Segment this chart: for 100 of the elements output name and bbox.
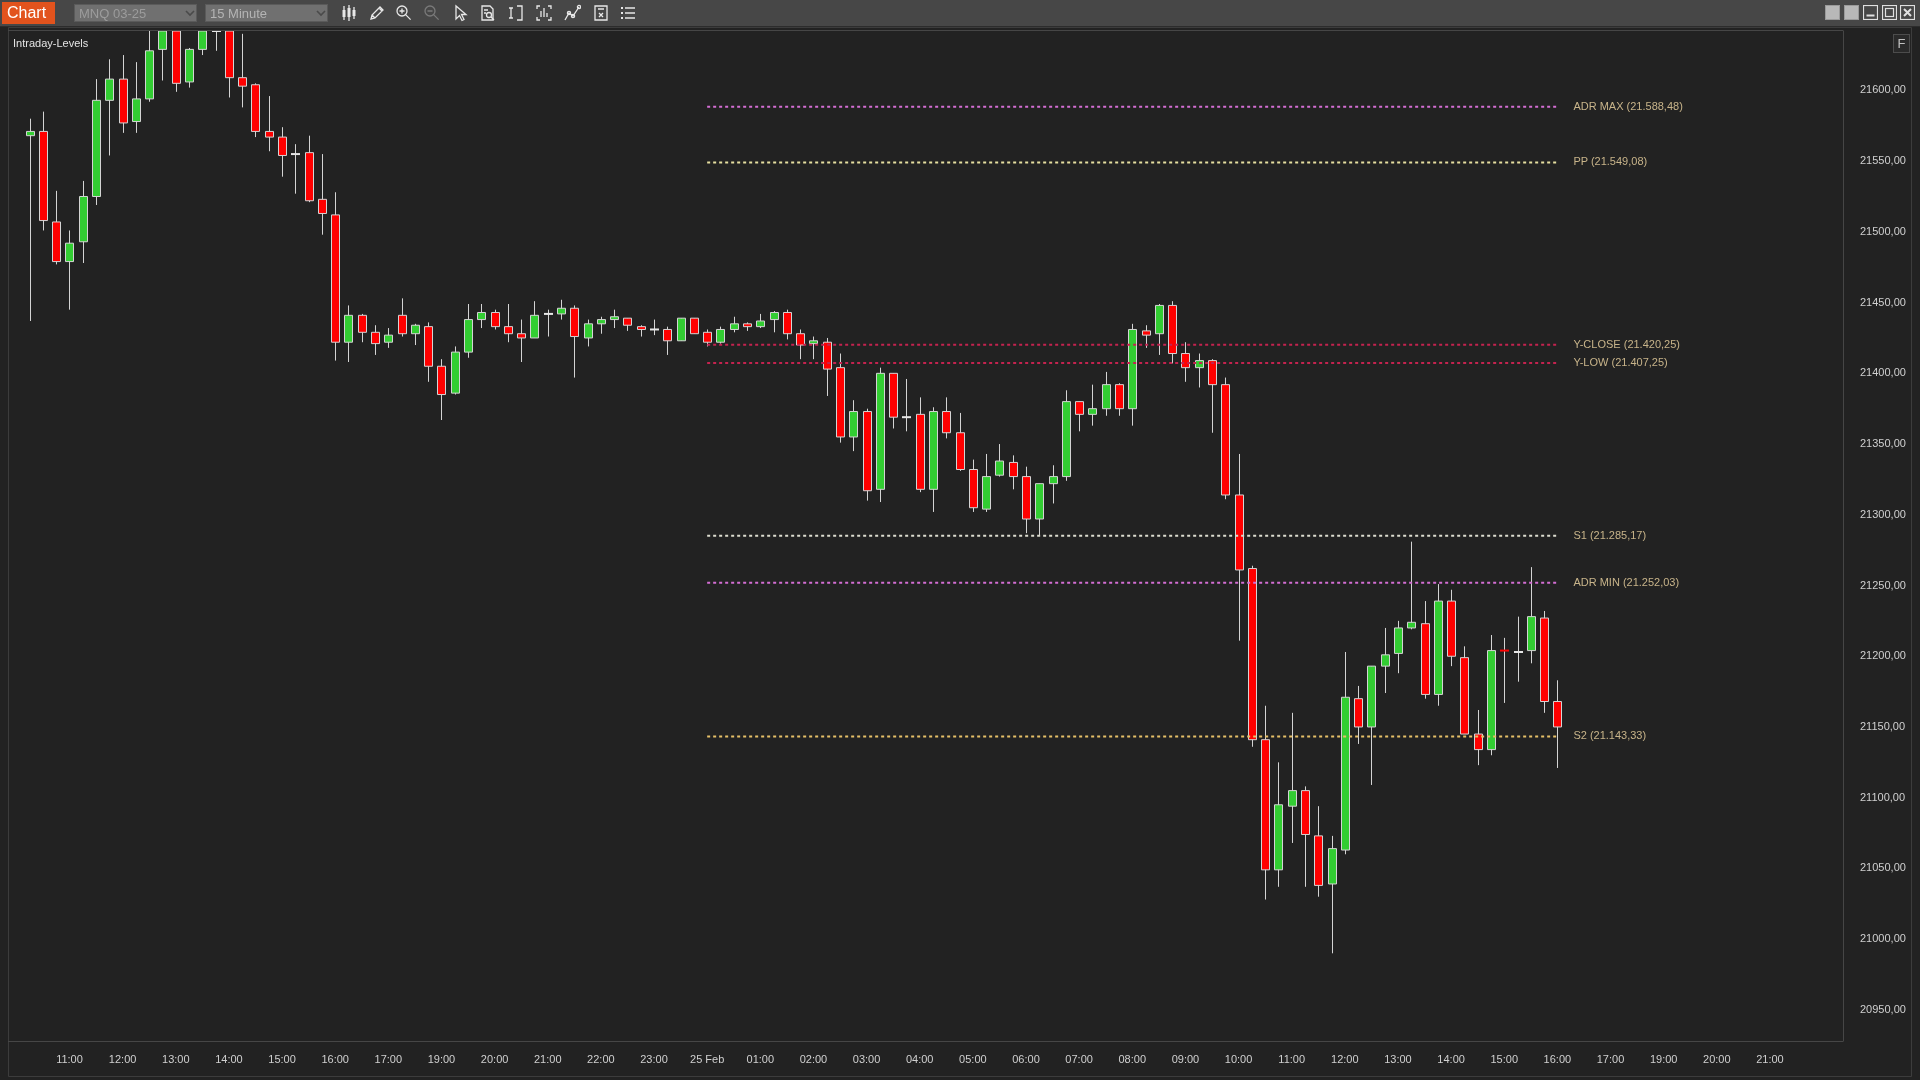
candlestick	[1088, 384, 1097, 427]
x-tick-label: 01:00	[746, 1052, 775, 1065]
candlestick	[1009, 454, 1018, 490]
candlestick	[318, 153, 327, 236]
candlestick	[358, 313, 367, 343]
y-tick-label: 21050,00	[1860, 861, 1906, 874]
x-tick-label: 21:00	[533, 1052, 562, 1065]
x-tick-label: 17:00	[1596, 1052, 1625, 1065]
candlestick	[796, 328, 805, 360]
x-tick-label: 21:00	[1756, 1052, 1784, 1065]
candlestick	[26, 118, 35, 322]
y-tick-label: 21400,00	[1860, 366, 1906, 379]
x-tick-label: 03:00	[852, 1052, 881, 1065]
candlestick	[1288, 712, 1297, 844]
candlestick	[278, 126, 287, 178]
x-tick-label: 20:00	[1703, 1052, 1731, 1065]
candlestick	[1407, 541, 1416, 630]
y-tick-label: 21150,00	[1860, 720, 1906, 732]
candlestick	[65, 229, 74, 311]
x-tick-label: 19:00	[1649, 1052, 1678, 1065]
x-tick-label: 17:00	[374, 1052, 403, 1065]
x-tick-label: 19:00	[427, 1052, 456, 1065]
candlestick	[132, 61, 141, 134]
x-tick-label: 20:00	[480, 1052, 509, 1065]
button: Chart	[2, 2, 55, 24]
candlestick	[995, 443, 1004, 478]
candlestick	[1474, 709, 1483, 766]
candlestick	[1381, 627, 1390, 694]
candlestick	[901, 378, 912, 432]
series-label: Y-LOW (21.407,25)	[1573, 356, 1668, 369]
series-label: ADR MIN (21.252,03)	[1573, 575, 1680, 588]
y-tick-label: 21450,00	[1860, 295, 1906, 308]
candlestick	[1499, 637, 1510, 704]
button: F	[1893, 34, 1910, 53]
x-tick-label: 07:00	[1065, 1052, 1093, 1065]
candlestick	[238, 33, 247, 108]
x-tick-label: 02:00	[799, 1052, 828, 1065]
candlestick	[1075, 401, 1084, 432]
y-tick-label: 21600,00	[1860, 83, 1906, 96]
candlestick	[1181, 341, 1190, 383]
candlestick	[783, 309, 792, 340]
x-tick-label: 13:00	[1384, 1052, 1412, 1065]
candlestick	[491, 309, 500, 330]
y-tick-label: 21300,00	[1860, 507, 1906, 520]
x-tick-label: 09:00	[1171, 1052, 1200, 1065]
y-tick-label: 21000,00	[1860, 932, 1906, 945]
candlestick	[543, 309, 554, 338]
series-label: Y-CLOSE (21.420,25)	[1573, 337, 1680, 350]
x-tick-label: 14:00	[1437, 1052, 1465, 1065]
x-tick-label: 12:00	[1331, 1052, 1359, 1065]
x-tick-label: 13:00	[162, 1052, 190, 1065]
y-tick-label: 21350,00	[1860, 437, 1906, 450]
x-tick-label: 10:00	[1224, 1052, 1253, 1065]
dropdown: 15 Minute	[205, 4, 328, 22]
candlestick	[677, 317, 686, 342]
candlestick	[557, 299, 566, 321]
candlestick	[290, 143, 301, 195]
candlestick	[211, 31, 222, 52]
x-tick-label: 15:00	[268, 1052, 296, 1065]
x-tick-label: 16:00	[321, 1052, 349, 1065]
candlestick	[158, 31, 167, 82]
x-tick-label: 08:00	[1118, 1052, 1147, 1065]
series-label: PP (21.549,08)	[1573, 155, 1648, 168]
candlestick	[942, 396, 951, 439]
candlestick	[770, 310, 779, 333]
series-label: S1 (21.285,17)	[1573, 528, 1647, 541]
x-tick-label: 05:00	[959, 1052, 987, 1065]
candlestick	[398, 297, 407, 338]
x-tick-label: 22:00	[587, 1052, 615, 1065]
candlestick	[504, 303, 513, 343]
text: Intraday-Levels	[13, 37, 89, 50]
candlestick	[265, 95, 274, 152]
x-tick-label: 15:00	[1490, 1052, 1519, 1065]
y-tick-label: 21550,00	[1860, 154, 1906, 167]
candlestick	[809, 336, 818, 360]
series-label: ADR MAX (21.588,48)	[1573, 99, 1683, 112]
x-tick-label: 11:00	[1278, 1052, 1306, 1065]
candlestick	[663, 326, 672, 356]
candlestick	[517, 319, 526, 363]
y-tick-label: 21100,00	[1860, 790, 1906, 803]
x-tick-label: 06:00	[1012, 1052, 1040, 1065]
candlestick	[198, 31, 207, 56]
x-tick-label: 12:00	[108, 1052, 137, 1065]
candlestick	[584, 319, 593, 347]
y-tick-label: 21200,00	[1860, 649, 1906, 662]
x-tick-label: 14:00	[215, 1052, 243, 1065]
candlestick	[477, 303, 486, 329]
x-tick-label: 23:00	[640, 1052, 668, 1065]
x-tick-label: 25 Feb	[690, 1052, 725, 1065]
y-tick-label: 21250,00	[1860, 578, 1906, 591]
candlestick	[1049, 464, 1058, 504]
x-tick-label: 04:00	[905, 1052, 934, 1065]
y-tick-label: 20950,00	[1860, 1002, 1906, 1015]
candlestick	[384, 327, 393, 349]
candlestick	[411, 323, 420, 346]
x-tick-label: 11:00	[56, 1052, 83, 1065]
y-tick-label: 21500,00	[1860, 224, 1906, 237]
candlestick	[530, 300, 539, 339]
x-tick-label: 16:00	[1543, 1052, 1572, 1065]
candlestick	[1142, 324, 1151, 349]
